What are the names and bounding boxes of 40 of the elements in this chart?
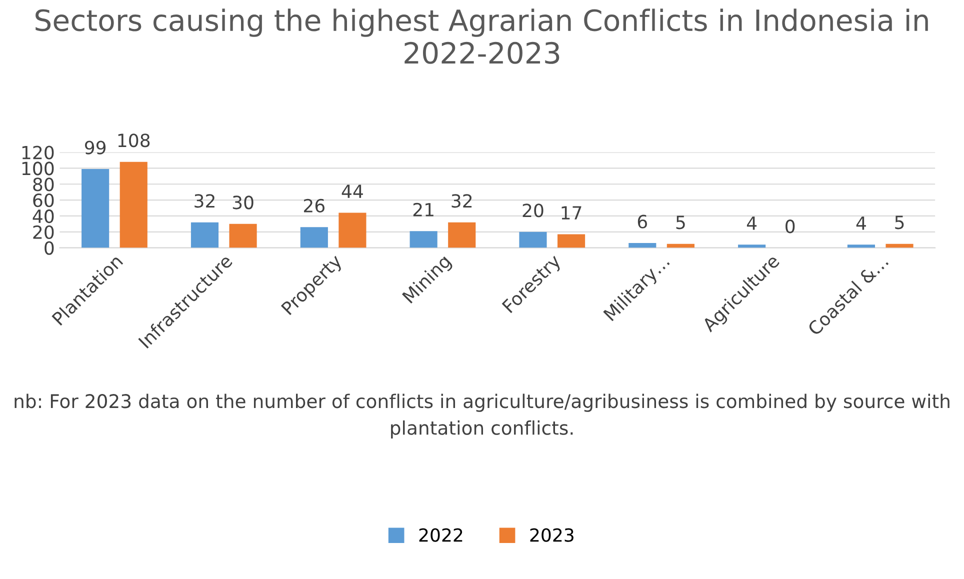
bar — [448, 222, 476, 248]
data-label: 5 — [895, 216, 904, 230]
bar — [847, 244, 876, 248]
data-label: 44 — [342, 184, 363, 198]
legend-label: 2023 — [530, 528, 574, 542]
data-label: 20 — [522, 204, 544, 218]
y-tick-label: 60 — [33, 194, 54, 208]
data-label: 0 — [786, 220, 795, 234]
y-tick-label: 100 — [22, 162, 54, 176]
data-label: 30 — [232, 196, 254, 210]
data-label: 108 — [118, 134, 150, 148]
bar — [229, 224, 257, 248]
bar — [300, 227, 328, 248]
y-tick-label: 120 — [22, 146, 54, 160]
chart-title: Sectors causing the highest Agrarian Conflicts in Indonesia in 2022-2023 — [36, 8, 928, 64]
bar — [120, 162, 148, 248]
y-tick-label: 0 — [44, 241, 54, 255]
data-label: 6 — [638, 214, 648, 228]
bar — [82, 168, 110, 248]
y-tick-label: 40 — [32, 209, 54, 224]
y-tick-label: 80 — [33, 178, 54, 192]
data-label: 17 — [562, 206, 582, 220]
data-label: 32 — [452, 194, 472, 208]
data-label: 4 — [856, 216, 866, 230]
bar — [628, 243, 656, 248]
data-label: 4 — [746, 216, 757, 230]
y-tick-label: 20 — [33, 225, 54, 240]
data-label: 32 — [194, 194, 214, 208]
bar — [738, 244, 766, 248]
bar — [519, 232, 547, 248]
text: nb: For 2023 data on the number of conflicts in agriculture/agribusiness is combined by source with plantation conflicts. — [14, 394, 950, 439]
legend-label: 2022 — [419, 528, 462, 542]
bar — [410, 231, 438, 248]
bar — [557, 234, 586, 248]
data-label: 5 — [676, 216, 685, 230]
data-label: 21 — [413, 202, 434, 216]
data-label: 26 — [304, 198, 325, 213]
bar — [190, 222, 219, 248]
bar — [338, 212, 366, 248]
data-label: 99 — [84, 140, 106, 154]
